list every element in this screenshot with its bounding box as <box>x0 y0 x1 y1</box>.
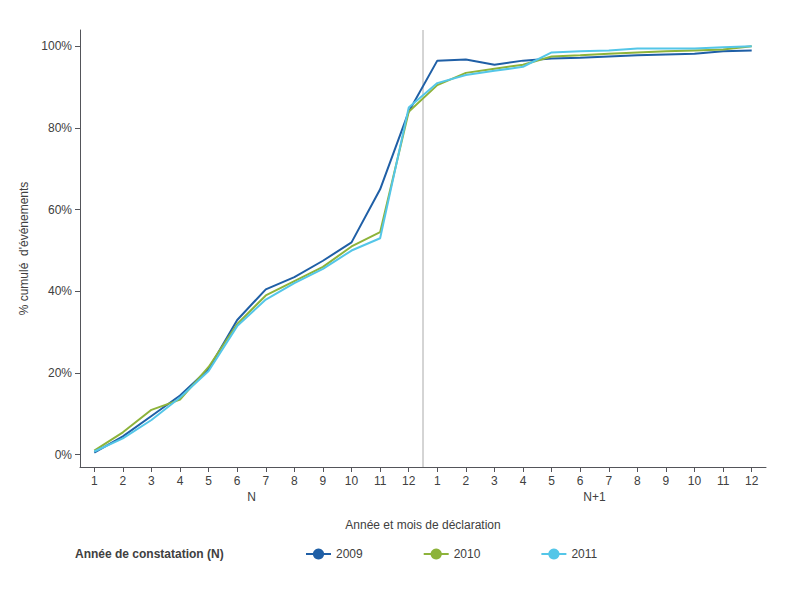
svg-text:% cumulé d'événements: % cumulé d'événements <box>17 182 31 316</box>
svg-text:N: N <box>247 490 256 504</box>
svg-text:10: 10 <box>688 474 702 488</box>
svg-text:9: 9 <box>663 474 670 488</box>
svg-text:40%: 40% <box>48 284 72 298</box>
svg-text:12: 12 <box>402 474 416 488</box>
svg-text:Année de constatation (N): Année de constatation (N) <box>75 547 224 561</box>
svg-text:6: 6 <box>234 474 241 488</box>
svg-text:7: 7 <box>262 474 269 488</box>
svg-text:8: 8 <box>634 474 641 488</box>
svg-text:20%: 20% <box>48 366 72 380</box>
svg-text:60%: 60% <box>48 203 72 217</box>
svg-text:3: 3 <box>148 474 155 488</box>
svg-text:5: 5 <box>205 474 212 488</box>
svg-text:12: 12 <box>745 474 759 488</box>
svg-text:7: 7 <box>605 474 612 488</box>
svg-text:2010: 2010 <box>454 547 481 561</box>
svg-text:4: 4 <box>520 474 527 488</box>
svg-text:8: 8 <box>291 474 298 488</box>
svg-text:1: 1 <box>91 474 98 488</box>
svg-text:1: 1 <box>434 474 441 488</box>
svg-text:80%: 80% <box>48 121 72 135</box>
svg-text:2009: 2009 <box>336 547 363 561</box>
svg-text:100%: 100% <box>41 39 72 53</box>
svg-text:2: 2 <box>463 474 470 488</box>
svg-text:3: 3 <box>491 474 498 488</box>
svg-text:0%: 0% <box>55 448 73 462</box>
svg-text:Année et mois de déclaration: Année et mois de déclaration <box>345 518 500 532</box>
svg-text:9: 9 <box>320 474 327 488</box>
svg-text:4: 4 <box>177 474 184 488</box>
svg-text:2: 2 <box>120 474 127 488</box>
svg-text:11: 11 <box>717 474 730 488</box>
svg-text:6: 6 <box>577 474 584 488</box>
svg-text:2011: 2011 <box>571 547 597 561</box>
svg-text:5: 5 <box>548 474 555 488</box>
svg-text:11: 11 <box>374 474 387 488</box>
svg-text:10: 10 <box>345 474 359 488</box>
svg-text:N+1: N+1 <box>583 490 606 504</box>
